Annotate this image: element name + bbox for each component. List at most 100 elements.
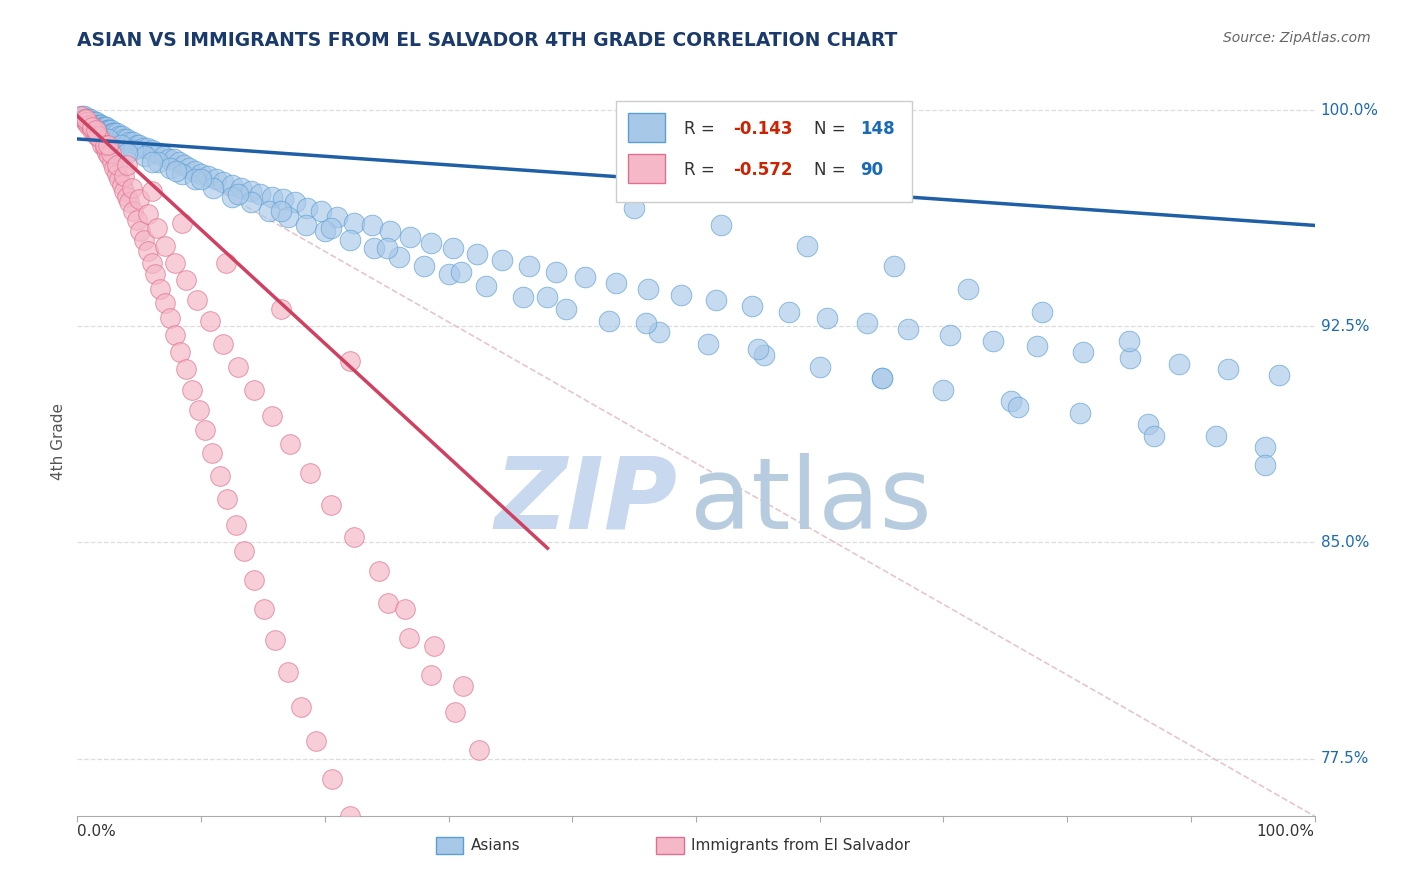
- Point: [512, 290, 534, 304]
- Point: [141, 256, 163, 270]
- Point: [443, 706, 465, 720]
- Point: [260, 409, 283, 423]
- Point: [319, 498, 342, 512]
- Text: ASIAN VS IMMIGRANTS FROM EL SALVADOR 4TH GRADE CORRELATION CHART: ASIAN VS IMMIGRANTS FROM EL SALVADOR 4TH…: [77, 31, 897, 50]
- Point: [87, 118, 110, 132]
- Point: [103, 126, 125, 140]
- Point: [184, 163, 207, 178]
- Point: [208, 469, 231, 483]
- Text: 0.0%: 0.0%: [77, 823, 117, 838]
- Point: [239, 195, 262, 210]
- Point: [938, 327, 960, 342]
- Point: [215, 492, 238, 507]
- Point: [295, 219, 318, 233]
- Point: [89, 132, 111, 146]
- Point: [321, 772, 343, 786]
- Point: [669, 287, 692, 301]
- Point: [388, 250, 411, 264]
- Point: [1119, 351, 1142, 365]
- Point: [169, 345, 191, 359]
- Point: [932, 383, 955, 397]
- Point: [808, 359, 831, 374]
- Point: [101, 155, 124, 169]
- Text: -0.143: -0.143: [733, 120, 793, 138]
- Point: [778, 305, 800, 319]
- Point: [83, 114, 105, 128]
- Point: [141, 155, 163, 169]
- Point: [115, 132, 138, 146]
- Point: [205, 172, 228, 186]
- Point: [229, 181, 252, 195]
- Point: [648, 325, 671, 339]
- Point: [141, 144, 163, 158]
- Point: [111, 129, 134, 144]
- Point: [704, 293, 727, 308]
- Point: [96, 123, 118, 137]
- Text: 100.0%: 100.0%: [1257, 823, 1315, 838]
- Point: [598, 313, 620, 327]
- Point: [83, 126, 105, 140]
- Point: [271, 193, 294, 207]
- Point: [76, 114, 98, 128]
- Point: [159, 310, 181, 325]
- Point: [75, 114, 97, 128]
- Point: [98, 149, 121, 163]
- Point: [297, 201, 319, 215]
- Point: [112, 132, 135, 146]
- Point: [1118, 334, 1140, 348]
- Point: [173, 158, 195, 172]
- Point: [491, 252, 513, 267]
- Point: [75, 112, 97, 126]
- Point: [194, 423, 217, 437]
- Point: [153, 149, 176, 163]
- Point: [412, 259, 434, 273]
- Point: [86, 118, 108, 132]
- Point: [122, 144, 145, 158]
- Point: [87, 129, 110, 144]
- Point: [101, 126, 124, 140]
- Point: [115, 189, 138, 203]
- Point: [710, 219, 733, 233]
- Point: [465, 247, 488, 261]
- Point: [257, 204, 280, 219]
- Point: [201, 446, 224, 460]
- Point: [145, 221, 167, 235]
- Point: [136, 244, 159, 259]
- Point: [636, 317, 658, 331]
- Point: [226, 359, 249, 374]
- Point: [896, 322, 918, 336]
- Point: [157, 152, 180, 166]
- Text: 100.0%: 100.0%: [1320, 103, 1379, 118]
- Point: [1026, 339, 1049, 353]
- Point: [118, 195, 141, 210]
- Point: [79, 112, 101, 126]
- Text: Asians: Asians: [471, 838, 520, 853]
- Point: [110, 137, 132, 152]
- Point: [112, 184, 135, 198]
- Point: [468, 743, 491, 757]
- Point: [165, 163, 187, 178]
- Point: [184, 172, 207, 186]
- Point: [212, 175, 235, 189]
- Point: [86, 129, 108, 144]
- Point: [103, 161, 125, 175]
- Point: [167, 155, 190, 169]
- Point: [399, 230, 422, 244]
- Point: [443, 242, 465, 256]
- Bar: [628, 153, 665, 183]
- Point: [103, 126, 125, 140]
- Point: [108, 172, 131, 186]
- Point: [177, 161, 200, 175]
- Point: [84, 114, 107, 128]
- Point: [422, 639, 444, 653]
- Point: [202, 181, 225, 195]
- Point: [70, 109, 93, 123]
- Point: [141, 184, 163, 198]
- Point: [883, 259, 905, 273]
- Point: [128, 193, 150, 207]
- Text: 85.0%: 85.0%: [1320, 535, 1369, 549]
- Point: [100, 123, 122, 137]
- Point: [76, 112, 98, 126]
- Point: [284, 195, 307, 210]
- Point: [174, 273, 197, 287]
